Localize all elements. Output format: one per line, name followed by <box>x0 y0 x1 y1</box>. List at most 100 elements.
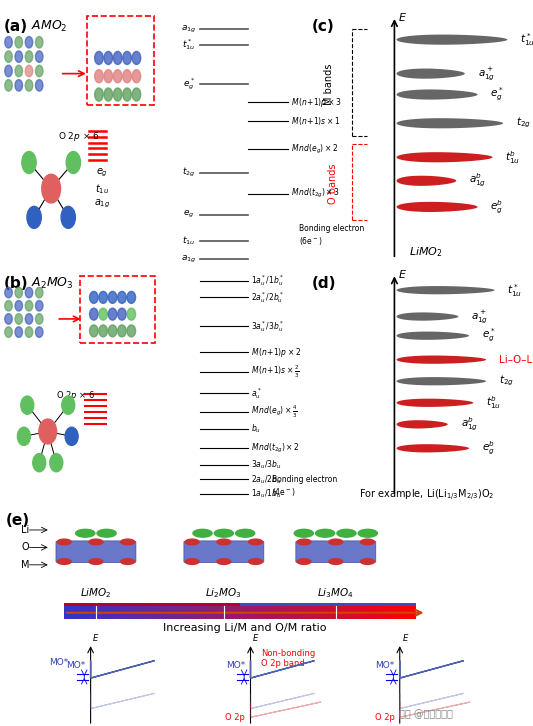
Text: M: M <box>68 432 76 441</box>
Text: 头条 @能源学人。: 头条 @能源学人。 <box>399 709 453 719</box>
Text: A: A <box>70 158 78 168</box>
Bar <box>335 606 338 619</box>
FancyBboxPatch shape <box>296 541 376 563</box>
Text: $e_g^*$: $e_g^*$ <box>183 76 195 91</box>
Bar <box>166 606 169 619</box>
Circle shape <box>329 559 343 564</box>
Circle shape <box>97 529 116 537</box>
Text: $2a_u/2b_u$: $2a_u/2b_u$ <box>251 473 281 486</box>
Circle shape <box>90 308 98 320</box>
Text: $e_g$: $e_g$ <box>96 167 108 179</box>
Text: $e_g^b$: $e_g^b$ <box>482 440 495 457</box>
Text: O 2p: O 2p <box>375 713 394 722</box>
Bar <box>117 606 120 619</box>
Circle shape <box>18 427 30 446</box>
Circle shape <box>118 325 126 337</box>
Text: $LiMO_2$: $LiMO_2$ <box>80 586 112 600</box>
Bar <box>314 606 317 619</box>
Bar <box>92 606 95 619</box>
Polygon shape <box>397 399 473 407</box>
Text: $a_{1g}$: $a_{1g}$ <box>181 24 196 35</box>
Bar <box>398 606 402 619</box>
Circle shape <box>123 88 131 101</box>
Bar <box>257 606 261 619</box>
Circle shape <box>36 301 43 311</box>
Circle shape <box>329 539 343 544</box>
Circle shape <box>15 327 22 338</box>
Bar <box>236 606 240 619</box>
Circle shape <box>15 65 22 77</box>
Bar <box>219 606 222 619</box>
Bar <box>176 606 180 619</box>
Circle shape <box>25 80 33 91</box>
Text: (b): (b) <box>3 276 28 291</box>
Circle shape <box>5 327 12 338</box>
FancyBboxPatch shape <box>56 541 136 563</box>
Circle shape <box>217 539 231 544</box>
Circle shape <box>127 308 135 320</box>
Text: $e_g$: $e_g$ <box>183 209 195 220</box>
Text: $A_2MO_3$: $A_2MO_3$ <box>31 276 74 291</box>
Circle shape <box>118 308 126 320</box>
Polygon shape <box>397 377 486 386</box>
Circle shape <box>5 36 12 48</box>
Circle shape <box>236 529 255 537</box>
Polygon shape <box>400 702 470 717</box>
Circle shape <box>5 65 12 77</box>
Circle shape <box>15 314 22 325</box>
Bar <box>229 606 233 619</box>
Bar <box>394 606 398 619</box>
Text: $a_{1g}^b$: $a_{1g}^b$ <box>461 416 478 433</box>
Bar <box>244 606 247 619</box>
Bar <box>387 606 391 619</box>
Text: $a_{1g}^+$: $a_{1g}^+$ <box>471 308 488 325</box>
Polygon shape <box>91 693 155 709</box>
Circle shape <box>36 80 43 91</box>
Circle shape <box>15 80 22 91</box>
Text: $a_{1g}$: $a_{1g}$ <box>94 198 110 211</box>
Text: For example, Li(Li$_{1/3}$M$_{2/3}$)O$_2$: For example, Li(Li$_{1/3}$M$_{2/3}$)O$_2… <box>359 489 494 503</box>
Text: $1a_u^*/1b_u^*$: $1a_u^*/1b_u^*$ <box>251 273 285 288</box>
Bar <box>124 606 127 619</box>
Circle shape <box>123 52 131 65</box>
Circle shape <box>316 529 335 537</box>
Polygon shape <box>397 312 458 321</box>
Circle shape <box>25 287 33 298</box>
Text: O $2p$ × 6: O $2p$ × 6 <box>55 389 94 402</box>
Text: MO*: MO* <box>66 661 85 669</box>
Text: $M\,nd(t_{2g}) \times 2$: $M\,nd(t_{2g}) \times 2$ <box>251 441 300 455</box>
Bar <box>156 606 159 619</box>
Circle shape <box>108 291 117 303</box>
Polygon shape <box>397 35 507 45</box>
Text: E: E <box>93 635 99 643</box>
Circle shape <box>104 52 112 65</box>
Circle shape <box>25 301 33 311</box>
Circle shape <box>58 539 71 544</box>
Bar <box>254 606 257 619</box>
Circle shape <box>217 559 231 564</box>
Bar <box>317 606 321 619</box>
Bar <box>198 606 201 619</box>
Circle shape <box>90 291 98 303</box>
Text: O bands: O bands <box>328 163 338 203</box>
Circle shape <box>95 52 103 65</box>
Text: A: A <box>24 401 30 409</box>
Bar <box>324 606 328 619</box>
Bar <box>187 606 191 619</box>
Bar <box>251 606 254 619</box>
Polygon shape <box>397 68 465 78</box>
Text: $b_u$: $b_u$ <box>251 423 261 436</box>
Circle shape <box>297 559 311 564</box>
Bar <box>180 606 183 619</box>
Bar <box>384 606 387 619</box>
Circle shape <box>104 88 112 101</box>
Circle shape <box>66 152 80 174</box>
Bar <box>71 606 75 619</box>
Bar <box>279 606 282 619</box>
Circle shape <box>248 559 262 564</box>
Text: (e): (e) <box>5 513 29 528</box>
Text: $t_{1u}$: $t_{1u}$ <box>182 234 195 247</box>
Text: M: M <box>64 213 74 222</box>
Text: Increasing Li/M and O/M ratio: Increasing Li/M and O/M ratio <box>164 623 327 633</box>
Circle shape <box>5 301 12 311</box>
